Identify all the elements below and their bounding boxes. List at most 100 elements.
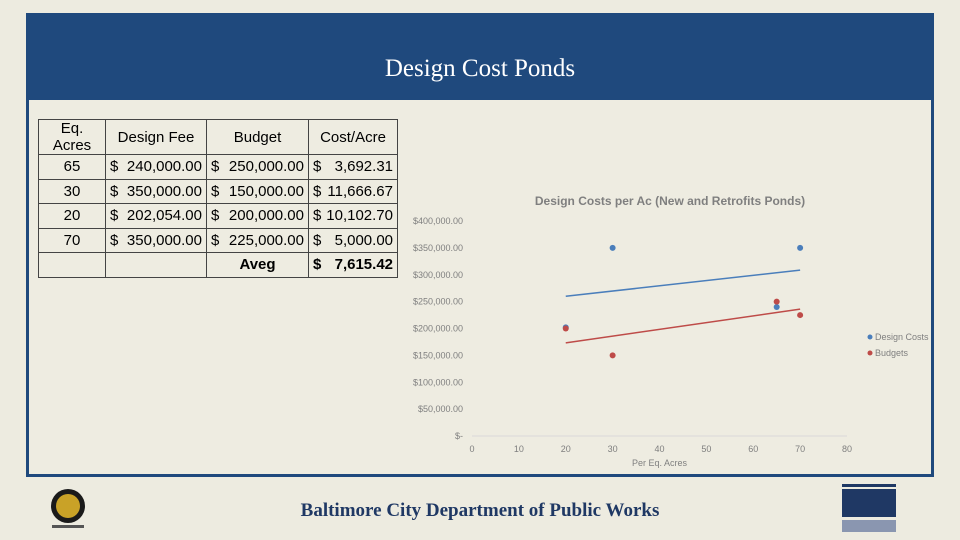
currency-cell: $11,666.67 <box>308 178 398 204</box>
chart-title: Design Costs per Ac (New and Retrofits P… <box>535 194 805 208</box>
currency-sign: $ <box>313 256 322 274</box>
empty-cell <box>38 252 106 278</box>
x-tick-label: 70 <box>795 444 805 454</box>
currency-sign: $ <box>211 207 220 225</box>
amount: 350,000.00 <box>126 182 202 200</box>
x-axis-label: Per Eq. Acres <box>632 458 688 468</box>
header-cell: Design Fee <box>105 119 207 155</box>
currency-wrap: $250,000.00 <box>211 158 304 175</box>
amount: 3,692.31 <box>334 158 393 176</box>
currency-cell: $202,054.00 <box>105 203 207 229</box>
y-tick-label: $50,000.00 <box>418 404 463 414</box>
point <box>562 325 569 332</box>
currency-cell: $350,000.00 <box>105 178 207 204</box>
currency-sign: $ <box>313 158 322 176</box>
x-tick-label: 60 <box>748 444 758 454</box>
currency-wrap: $240,000.00 <box>110 158 202 175</box>
amount: 240,000.00 <box>126 158 202 176</box>
amount: 250,000.00 <box>228 158 304 176</box>
y-tick-label: $400,000.00 <box>413 216 463 226</box>
empty-cell <box>105 252 207 278</box>
currency-cell: $10,102.70 <box>308 203 398 229</box>
point <box>773 298 780 305</box>
table-row: 30 $350,000.00 $150,000.00 $11,666.67 <box>38 178 398 204</box>
cell: 65 <box>38 154 106 180</box>
footer: Baltimore City Department of Public Work… <box>300 500 660 521</box>
currency-sign: $ <box>313 182 322 200</box>
currency-wrap: $10,102.70 <box>313 207 393 224</box>
cost-table: Eq. Acres Design Fee Budget Cost/Acre 65 $240… <box>38 119 398 278</box>
amount: 5,000.00 <box>334 231 393 249</box>
point <box>773 304 780 310</box>
header-cell: Budget <box>206 119 309 155</box>
point <box>797 312 804 319</box>
currency-wrap: $7,615.42 <box>313 256 393 273</box>
y-tick-label: $100,000.00 <box>413 377 463 387</box>
currency-cell: $200,000.00 <box>206 203 309 229</box>
trendline <box>565 269 801 298</box>
currency-wrap: $200,000.00 <box>211 207 304 224</box>
currency-wrap: $150,000.00 <box>211 183 304 200</box>
y-tick-label: $250,000.00 <box>413 297 463 307</box>
y-tick-label: $350,000.00 <box>413 243 463 253</box>
amount: 202,054.00 <box>126 207 202 225</box>
amount: 10,102.70 <box>326 207 393 225</box>
header-row: Eq. Acres Design Fee Budget Cost/Acre <box>38 119 398 155</box>
point <box>609 352 616 359</box>
header-cell: Cost/Acre <box>308 119 398 155</box>
x-tick-label: 40 <box>654 444 664 454</box>
y-tick-label: $300,000.00 <box>413 270 463 280</box>
amount: 225,000.00 <box>228 231 304 249</box>
x-tick-label: 10 <box>514 444 524 454</box>
y-tick-label: $200,000.00 <box>413 324 463 334</box>
currency-wrap: $225,000.00 <box>211 232 304 249</box>
currency-sign: $ <box>211 158 220 176</box>
point <box>609 244 616 251</box>
trendline <box>565 308 801 344</box>
currency-cell: $250,000.00 <box>206 154 309 180</box>
header-band <box>26 13 934 102</box>
amount: 11,666.67 <box>327 182 393 200</box>
x-tick-label: 20 <box>561 444 571 454</box>
amount: 7,615.42 <box>334 256 393 274</box>
slide-title: Design Cost Ponds <box>384 55 576 82</box>
table-row: 70 $350,000.00 $225,000.00 $5,000.00 <box>38 227 398 253</box>
x-tick-label: 30 <box>608 444 618 454</box>
x-tick-label: 50 <box>701 444 711 454</box>
currency-sign: $ <box>313 207 322 225</box>
table-row: Aveg $7,615.42 <box>38 252 398 278</box>
legend-label: Budgets <box>875 348 909 358</box>
table-row: 20 $202,054.00 $200,000.00 $10,102.70 <box>38 203 398 229</box>
y-tick-label: $150,000.00 <box>413 350 463 360</box>
amount: 350,000.00 <box>126 231 202 249</box>
currency-wrap: $202,054.00 <box>110 207 202 224</box>
legend-swatch <box>867 350 873 356</box>
currency-sign: $ <box>211 182 220 200</box>
currency-wrap: $350,000.00 <box>110 183 202 200</box>
x-tick-label: 80 <box>842 444 852 454</box>
currency-cell: $5,000.00 <box>308 227 398 253</box>
header-cell: Eq. Acres <box>38 119 106 155</box>
currency-cell: $3,692.31 <box>308 154 398 180</box>
currency-wrap: $5,000.00 <box>313 232 393 249</box>
currency-sign: $ <box>110 207 119 225</box>
currency-wrap: $350,000.00 <box>110 232 202 249</box>
currency-cell: $150,000.00 <box>206 178 309 204</box>
amount: 200,000.00 <box>228 207 304 225</box>
cell: Aveg <box>206 252 309 278</box>
currency-wrap: $3,692.31 <box>313 158 393 175</box>
currency-cell: $350,000.00 <box>105 227 207 253</box>
point <box>797 244 804 251</box>
currency-sign: $ <box>110 158 119 176</box>
amount: 150,000.00 <box>228 182 304 200</box>
y-tick-label: $- <box>455 431 463 441</box>
currency-cell: $240,000.00 <box>105 154 207 180</box>
currency-sign: $ <box>110 182 119 200</box>
table-row: 65 $240,000.00 $250,000.00 $3,692.31 <box>38 154 398 180</box>
currency-sign: $ <box>211 231 220 249</box>
currency-sign: $ <box>110 231 119 249</box>
currency-cell: $7,615.42 <box>308 252 398 278</box>
x-tick-label: 0 <box>469 444 474 454</box>
